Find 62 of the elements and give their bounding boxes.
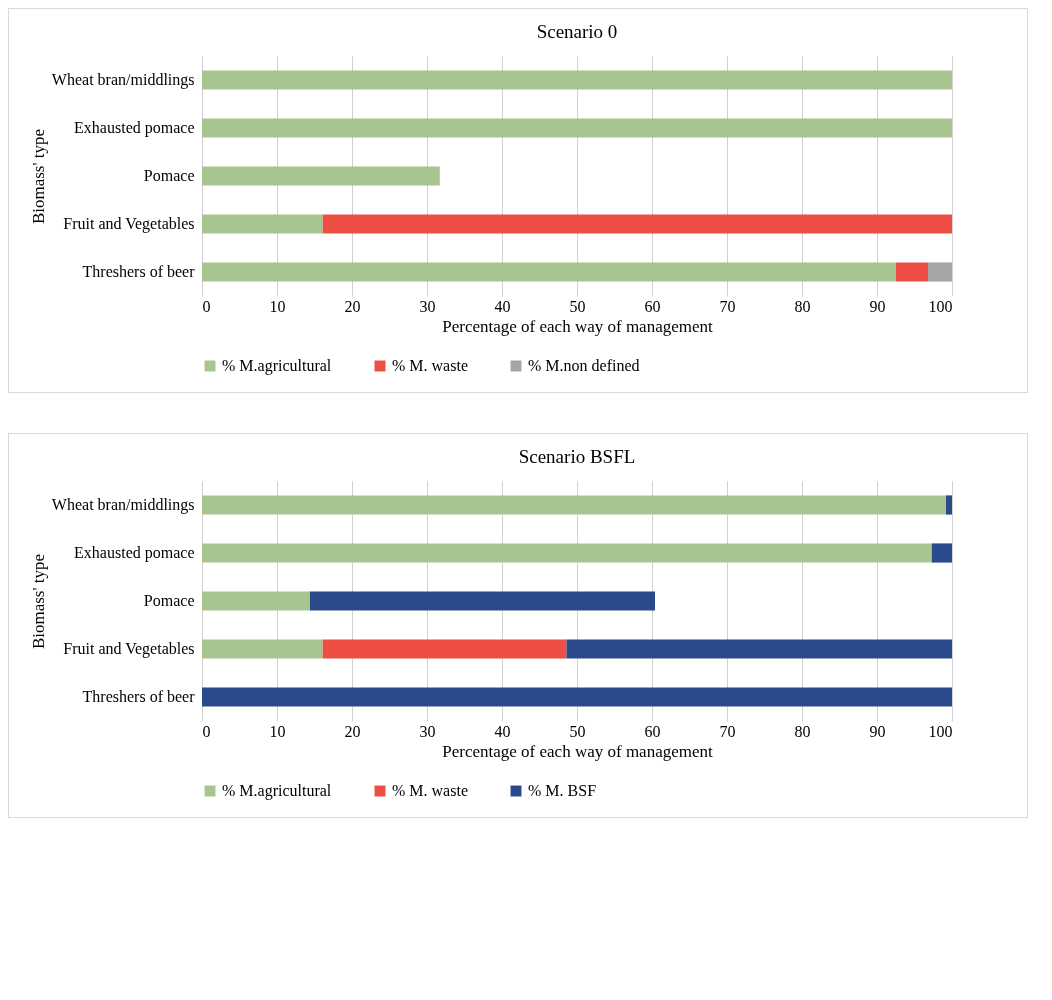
x-tick-label: 20: [344, 297, 361, 315]
bar: [202, 687, 952, 707]
x-tick-label: 0: [202, 297, 211, 315]
y-tick-label: Wheat bran/middlings: [51, 496, 195, 514]
bar: [322, 214, 952, 234]
y-tick-label: Exhausted pomace: [74, 544, 195, 562]
y-axis-title: Biomass' type: [28, 553, 48, 650]
y-tick-label: Pomace: [143, 592, 195, 609]
x-tick-label: 60: [644, 722, 661, 740]
x-tick-label: 40: [494, 722, 511, 740]
x-tick-label: 70: [719, 297, 736, 315]
x-tick-label: 30: [419, 722, 436, 740]
x-tick-label: 10: [269, 722, 286, 740]
chart-title: Scenario 0: [536, 21, 618, 42]
legend-label: % M.non defined: [528, 357, 640, 374]
legend-label: % M.agricultural: [222, 357, 332, 375]
bar: [202, 70, 952, 90]
bar: [202, 591, 310, 611]
y-tick-label: Threshers of beer: [82, 688, 196, 705]
bar: [202, 118, 952, 138]
x-tick-label: 90: [869, 297, 886, 315]
y-axis-title: Biomass' type: [28, 128, 48, 225]
y-tick-label: Wheat bran/middlings: [51, 71, 195, 89]
x-axis-title: Percentage of each way of management: [442, 741, 713, 761]
bar: [310, 591, 655, 611]
bar: [931, 543, 952, 563]
x-tick-label: 0: [202, 722, 211, 740]
x-tick-label: 50: [569, 297, 586, 315]
x-tick-label: 50: [569, 722, 586, 740]
bar: [928, 262, 952, 282]
bar: [895, 262, 928, 282]
x-tick-label: 100: [928, 722, 953, 740]
bar: [202, 214, 323, 234]
bar: [566, 639, 952, 659]
x-tick-label: 80: [794, 722, 811, 740]
x-tick-label: 70: [719, 722, 736, 740]
x-tick-label: 10: [269, 297, 286, 315]
bar: [202, 495, 946, 515]
x-tick-label: 80: [794, 297, 811, 315]
bar: [202, 543, 932, 563]
bar: [946, 495, 952, 515]
y-tick-label: Pomace: [143, 167, 195, 184]
legend-label: % M.agricultural: [222, 782, 332, 800]
bar: [202, 639, 323, 659]
x-axis-title: Percentage of each way of management: [442, 316, 713, 336]
y-tick-label: Threshers of beer: [82, 263, 196, 280]
y-tick-label: Fruit and Vegetables: [63, 640, 195, 658]
y-tick-label: Fruit and Vegetables: [63, 215, 195, 233]
x-tick-label: 20: [344, 722, 361, 740]
chart-title: Scenario BSFL: [518, 446, 636, 467]
bar: [202, 166, 440, 186]
legend-label: % M. BSF: [528, 782, 597, 799]
legend-label: % M. waste: [392, 782, 468, 799]
x-tick-label: 40: [494, 297, 511, 315]
x-tick-label: 60: [644, 297, 661, 315]
y-tick-label: Exhausted pomace: [74, 119, 195, 137]
x-tick-label: 100: [928, 297, 953, 315]
bar: [202, 262, 896, 282]
x-tick-label: 90: [869, 722, 886, 740]
bar: [322, 639, 567, 659]
x-tick-label: 30: [419, 297, 436, 315]
legend-label: % M. waste: [392, 357, 468, 374]
